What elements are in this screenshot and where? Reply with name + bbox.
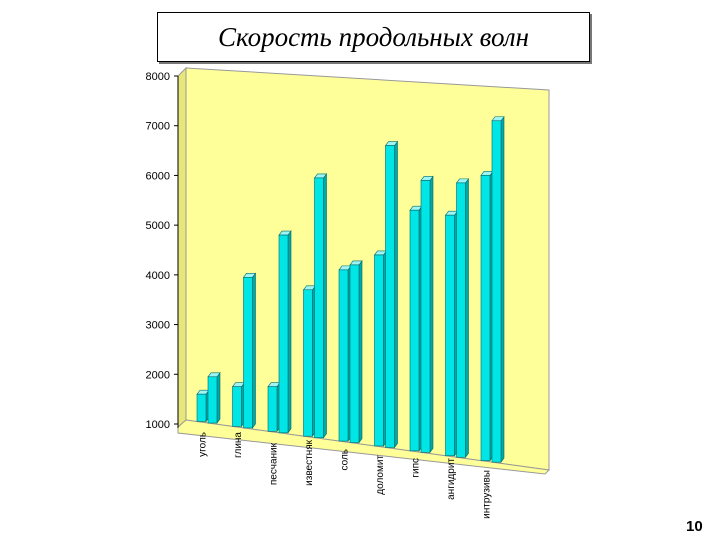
bar-2-series-2 bbox=[243, 277, 253, 429]
y-tick-label: 2000 bbox=[146, 369, 170, 381]
bar-1-series-2-side bbox=[216, 371, 221, 424]
bar-4-series-1 bbox=[303, 289, 313, 437]
chart-floor bbox=[177, 419, 551, 475]
x-tick-label-5: соль bbox=[340, 449, 351, 471]
bar-5-series-1 bbox=[338, 269, 349, 442]
bar-4-series-2-side bbox=[323, 173, 327, 439]
bar-5-series-2 bbox=[349, 264, 360, 443]
bar-7-series-2-side bbox=[429, 175, 434, 454]
x-tick-label-9: интрузивы bbox=[482, 470, 493, 519]
bar-5-series-2-side bbox=[358, 260, 363, 444]
y-tick-label: 6000 bbox=[146, 170, 170, 182]
page-number: 10 bbox=[686, 518, 703, 535]
y-tick-label: 5000 bbox=[146, 220, 170, 232]
bar-2-series-2-side bbox=[252, 272, 256, 429]
x-tick-label-3: песчаник bbox=[269, 442, 280, 485]
bar-3-series-2 bbox=[278, 234, 289, 434]
y-tick-label: 7000 bbox=[146, 121, 170, 133]
bar-8-series-2 bbox=[456, 182, 466, 458]
slide-title: Скорость продольных волн bbox=[217, 22, 530, 52]
bar-7-series-2 bbox=[420, 180, 431, 453]
bar-9-series-1 bbox=[480, 175, 491, 461]
x-tick-label-1: уголь bbox=[198, 432, 209, 457]
bar-1-series-1 bbox=[196, 393, 207, 422]
bar-9-series-2 bbox=[491, 120, 502, 463]
bar-9-series-2-side bbox=[500, 115, 505, 464]
y-tick-label: 8000 bbox=[146, 71, 170, 83]
bar-6-series-2 bbox=[385, 145, 395, 448]
bar-3-series-2-side bbox=[287, 230, 292, 434]
bar-6-series-1 bbox=[374, 254, 384, 447]
x-tick-label-2: глина bbox=[233, 432, 244, 458]
bar-8-series-1 bbox=[445, 214, 455, 457]
bar-8-series-2-side bbox=[465, 177, 469, 459]
y-tick-label: 1000 bbox=[146, 419, 170, 431]
bar-4-series-2 bbox=[314, 177, 324, 438]
y-tick-label: 4000 bbox=[146, 270, 170, 282]
bar-2-series-1 bbox=[232, 386, 242, 427]
bar-6-series-2-side bbox=[394, 140, 398, 449]
x-tick-label-6: доломит bbox=[375, 455, 386, 495]
y-tick-label: 3000 bbox=[146, 320, 170, 332]
x-tick-label-4: известняк bbox=[304, 439, 315, 485]
chart-side-wall bbox=[177, 66, 187, 429]
x-tick-label-8: ангидрит bbox=[446, 458, 457, 500]
bar-3-series-1 bbox=[267, 386, 278, 432]
bar-7-series-1 bbox=[409, 209, 420, 452]
x-tick-label-7: гипс bbox=[411, 458, 422, 478]
bar-1-series-2 bbox=[207, 376, 218, 424]
title-box: Скорость продольных волн bbox=[157, 12, 590, 62]
